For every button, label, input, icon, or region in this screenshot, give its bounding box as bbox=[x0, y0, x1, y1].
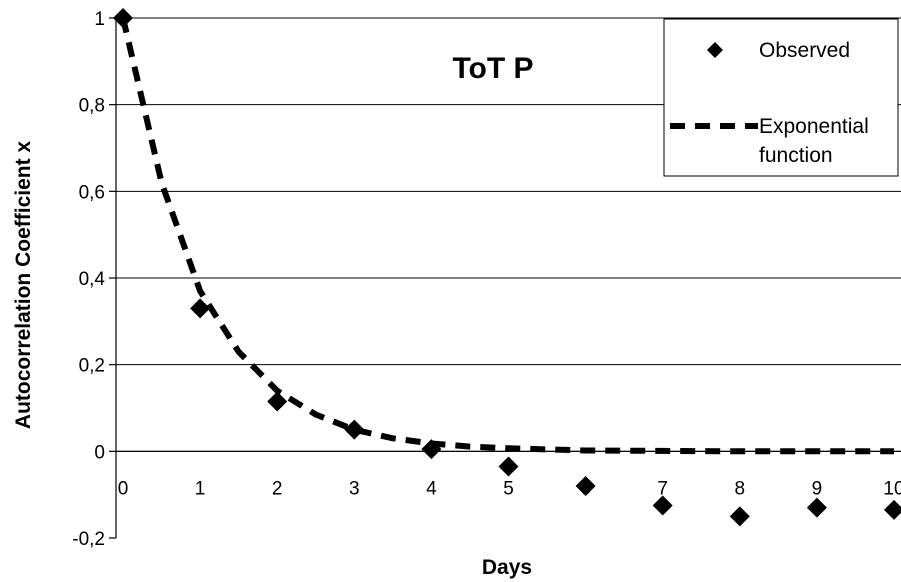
x-tick-label: 9 bbox=[812, 478, 823, 499]
legend: Observed Exponential function bbox=[663, 18, 899, 177]
observed-point bbox=[729, 506, 750, 527]
series-line-exponential bbox=[120, 17, 894, 455]
y-axis-title: Autocorrelation Coefficient x bbox=[12, 141, 35, 430]
observed-point bbox=[498, 456, 519, 477]
legend-observed-marker bbox=[707, 42, 723, 58]
y-tick-label: 0,6 bbox=[79, 182, 105, 203]
series-points bbox=[113, 8, 901, 527]
observed-point bbox=[884, 499, 901, 520]
observed-point bbox=[344, 419, 365, 440]
observed-point bbox=[267, 391, 288, 412]
chart-title: ToT P bbox=[452, 52, 533, 85]
y-tick-label: -0,2 bbox=[72, 529, 105, 550]
x-tick-label: 3 bbox=[349, 478, 360, 499]
y-tick-label: 0,4 bbox=[79, 269, 106, 290]
x-tick-label: 4 bbox=[426, 478, 437, 499]
x-axis-title: Days bbox=[482, 556, 532, 579]
series-lines bbox=[120, 17, 894, 455]
y-tick-label: 0 bbox=[94, 442, 105, 463]
observed-point bbox=[652, 495, 673, 516]
x-tick-labels: 012345678910 bbox=[118, 478, 901, 499]
y-tick-label: 0,8 bbox=[79, 96, 105, 117]
observed-point bbox=[190, 298, 211, 319]
observed-point bbox=[806, 497, 827, 518]
observed-point bbox=[113, 8, 133, 28]
x-tick-label: 5 bbox=[503, 478, 514, 499]
x-tick-label: 1 bbox=[195, 478, 206, 499]
y-tick-labels: -0,2 0 0,2 0,4 0,6 0,8 1 bbox=[72, 9, 116, 550]
legend-box bbox=[663, 18, 899, 177]
observed-point bbox=[575, 476, 596, 496]
x-tick-label: 0 bbox=[118, 478, 129, 499]
y-tick-label: 1 bbox=[94, 9, 105, 30]
legend-observed-label: Observed bbox=[759, 39, 850, 62]
x-tick-label: 10 bbox=[883, 478, 901, 499]
observed-point bbox=[421, 439, 442, 460]
x-tick-label: 2 bbox=[272, 478, 283, 499]
y-tick-label: 0,2 bbox=[79, 356, 105, 377]
x-tick-label: 7 bbox=[657, 478, 668, 499]
legend-exp-label-line2: function bbox=[759, 144, 833, 167]
legend-exp-label-line1: Exponential bbox=[759, 115, 869, 138]
x-tick-label: 8 bbox=[735, 478, 746, 499]
